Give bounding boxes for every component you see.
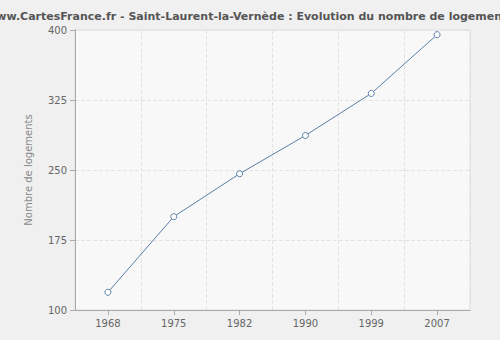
svg-text:2007: 2007 xyxy=(424,318,449,329)
svg-text:www.CartesFrance.fr - Saint-La: www.CartesFrance.fr - Saint-Laurent-la-V… xyxy=(0,10,500,23)
svg-text:325: 325 xyxy=(48,95,67,106)
svg-text:1999: 1999 xyxy=(359,318,384,329)
svg-text:1990: 1990 xyxy=(293,318,318,329)
svg-text:Nombre de logements: Nombre de logements xyxy=(23,114,34,225)
svg-text:1982: 1982 xyxy=(227,318,252,329)
svg-text:250: 250 xyxy=(48,165,67,176)
svg-text:1968: 1968 xyxy=(95,318,120,329)
svg-text:1975: 1975 xyxy=(161,318,186,329)
svg-text:400: 400 xyxy=(48,25,67,36)
svg-text:100: 100 xyxy=(48,305,67,316)
svg-text:175: 175 xyxy=(48,235,67,246)
